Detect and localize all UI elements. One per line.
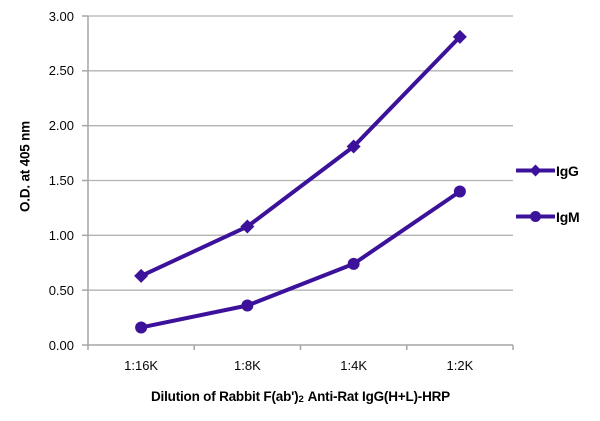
y-tick-label: 3.00 [48,8,74,24]
igm-series-line [139,189,462,330]
y-tick-label: 2.50 [48,63,74,79]
x-tick-label: 1:4K [340,358,367,373]
igm-data-point [241,299,254,312]
y-axis-title: O.D. at 405 nm [17,121,33,212]
x-tick-label: 1:2K [446,358,474,373]
y-tick-label: 2.00 [48,118,74,134]
igg-series-line [139,34,462,278]
igm-data-point [347,257,360,270]
legend-marker-circle [530,211,541,222]
x-axis-title-subscript: 2 [298,394,304,405]
x-axis-title-text-end: Anti-Rat IgG(H+L)-HRP [304,389,451,404]
igg-data-point [240,219,255,234]
legend-label-igg: IgG [556,162,579,179]
y-tick-label: 0.50 [48,282,74,298]
x-axis-title: Dilution of Rabbit F(ab')2 Anti-Rat IgG(… [0,389,600,405]
igg-diamond-line-icon [516,164,555,177]
y-tick-label: 1.00 [48,227,74,243]
igg-data-point [134,268,149,283]
x-tick-label: 1:8K [234,358,261,373]
x-tick-label: 1:16K [124,358,159,373]
igm-circle-line-icon [516,211,555,222]
legend-item-igg: IgG [516,162,579,179]
igg-data-point [346,139,361,154]
igm-data-point [453,185,466,198]
legend-marker-diamond [529,164,542,177]
y-tick-label: 1.50 [48,173,74,188]
igg-data-point [452,29,467,44]
x-axis-title-text: Dilution of Rabbit F(ab') [151,389,299,404]
y-tick-label: 0.00 [48,337,74,353]
igm-data-point [135,321,148,334]
legend-item-igm: IgM [516,208,580,225]
legend-label-igm: IgM [556,208,580,225]
